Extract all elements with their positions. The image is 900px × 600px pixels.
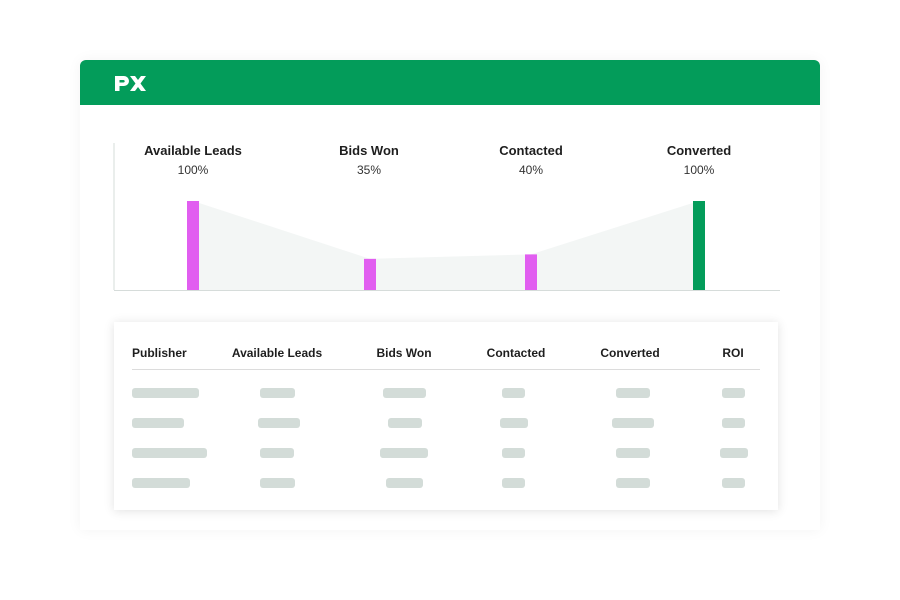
loading-placeholder-converted [616, 388, 650, 398]
column-header-contacted[interactable]: Contacted [486, 346, 546, 360]
loading-placeholder-available-leads [260, 388, 295, 398]
loading-placeholder-contacted [502, 448, 525, 458]
loading-placeholder-publisher [132, 478, 190, 488]
funnel-chart: Available Leads 100% Bids Won 35% Contac… [80, 105, 820, 365]
stage-percent: 100% [177, 163, 209, 177]
funnel-bar-converted[interactable] [693, 201, 705, 290]
loading-placeholder-roi [720, 448, 748, 458]
stage-label: Bids Won [339, 143, 399, 158]
stage-converted: Converted 100% [624, 143, 774, 178]
column-header-available-leads[interactable]: Available Leads [231, 346, 323, 360]
funnel-band [193, 201, 699, 290]
loading-placeholder-publisher [132, 448, 207, 458]
loading-placeholder-roi [722, 418, 745, 428]
stage-label: Converted [666, 143, 732, 158]
stage-bids-won: Bids Won 35% [294, 143, 444, 178]
loading-placeholder-available-leads [260, 448, 294, 458]
column-header-bids-won[interactable]: Bids Won [376, 346, 432, 360]
funnel-svg [113, 143, 780, 291]
stage-available-leads: Available Leads 100% [118, 143, 268, 178]
px-logo-icon[interactable] [112, 71, 148, 95]
loading-placeholder-bids-won [386, 478, 423, 488]
loading-placeholder-contacted [502, 478, 525, 488]
loading-placeholder-publisher [132, 388, 199, 398]
loading-placeholder-bids-won [380, 448, 428, 458]
loading-placeholder-bids-won [383, 388, 426, 398]
publisher-table: Publisher Available Leads Bids Won Conta… [114, 322, 778, 510]
stage-percent: 35% [356, 163, 382, 177]
loading-placeholder-converted [616, 448, 650, 458]
column-header-converted[interactable]: Converted [600, 346, 660, 360]
loading-placeholder-roi [722, 478, 745, 488]
top-bar [80, 60, 820, 105]
loading-placeholder-publisher [132, 418, 184, 428]
loading-placeholder-contacted [500, 418, 528, 428]
loading-placeholder-roi [722, 388, 745, 398]
stage-percent: 100% [683, 163, 715, 177]
funnel-bar-available-leads[interactable] [187, 201, 199, 290]
funnel-bar-contacted[interactable] [525, 254, 537, 290]
loading-placeholder-contacted [502, 388, 525, 398]
stage-percent: 40% [518, 163, 544, 177]
loading-placeholder-converted [616, 478, 650, 488]
funnel-bar-bids-won[interactable] [364, 258, 376, 290]
app-window: Available Leads 100% Bids Won 35% Contac… [80, 60, 820, 530]
loading-placeholder-converted [612, 418, 654, 428]
stage-label: Available Leads [144, 143, 242, 158]
column-header-roi[interactable]: ROI [722, 346, 744, 360]
stage-contacted: Contacted 40% [456, 143, 606, 178]
column-header-publisher[interactable]: Publisher [132, 346, 187, 360]
loading-placeholder-available-leads [258, 418, 300, 428]
stage-label: Contacted [499, 143, 563, 158]
header-divider [132, 369, 760, 370]
loading-placeholder-bids-won [388, 418, 422, 428]
table-body [114, 322, 778, 510]
loading-placeholder-available-leads [260, 478, 295, 488]
